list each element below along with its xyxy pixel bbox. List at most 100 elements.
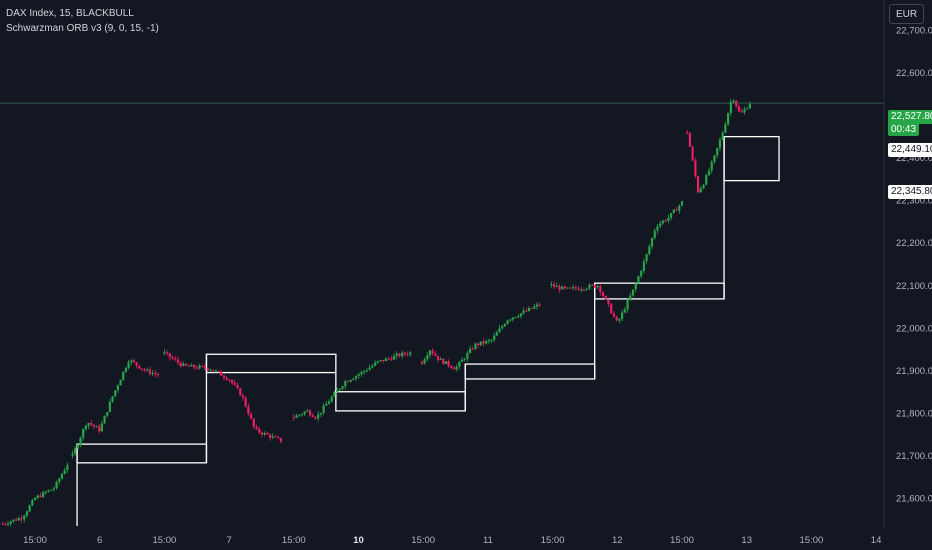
candle-body <box>127 362 130 368</box>
orb-low-tag: 22,345.80 <box>888 185 932 199</box>
candle-body <box>620 312 624 320</box>
candle-body <box>12 519 15 522</box>
candle-body <box>707 170 711 176</box>
candle-body <box>36 495 39 498</box>
candle-body <box>124 367 128 372</box>
candle-body <box>471 348 474 350</box>
candle-body <box>76 444 79 449</box>
candle-body <box>382 359 385 362</box>
candle-body <box>696 176 700 193</box>
candle-body <box>678 205 681 211</box>
candle-body <box>9 521 12 524</box>
candle-body <box>198 365 201 369</box>
candle-body <box>327 401 331 405</box>
candle-body <box>509 319 512 321</box>
candle-body <box>604 296 607 300</box>
candle-body <box>311 415 314 417</box>
candle-body <box>522 310 525 314</box>
candle-body <box>585 288 588 290</box>
chart-legend: DAX Index, 15, BLACKBULL Schwarzman ORB … <box>6 6 159 36</box>
symbol-title[interactable]: DAX Index, 15, BLACKBULL <box>6 8 134 19</box>
candle-body <box>403 352 406 355</box>
candle-body <box>384 358 387 362</box>
candle-body <box>721 132 724 140</box>
candle-body <box>225 377 228 380</box>
candle-body <box>631 289 635 296</box>
candle-body <box>4 523 7 525</box>
x-tick-label: 13 <box>741 535 752 546</box>
indicator-title[interactable]: Schwarzman ORB v3 (9, 0, 15, -1) <box>6 23 159 34</box>
x-tick-label: 7 <box>226 535 231 546</box>
candle-body <box>623 309 626 313</box>
candle-body <box>442 358 445 364</box>
candle-body <box>17 518 20 521</box>
candle-body <box>406 354 409 356</box>
candle-body <box>212 369 215 371</box>
candle-body <box>349 379 352 382</box>
candle-body <box>66 465 69 471</box>
candle-body <box>247 406 250 415</box>
candle-body <box>729 101 732 113</box>
candle-body <box>420 361 424 364</box>
candle-body <box>1 523 4 525</box>
x-tick-label: 12 <box>612 535 623 546</box>
candle-body <box>694 160 697 177</box>
candle-body <box>691 146 694 161</box>
candle-body <box>645 254 648 262</box>
candle-body <box>228 379 231 381</box>
candle-body <box>268 434 272 438</box>
candle-body <box>71 453 74 456</box>
candle-body <box>130 360 133 363</box>
candle-body <box>100 423 103 432</box>
candle-body <box>563 286 567 289</box>
candle-body <box>552 284 556 287</box>
candle-body <box>710 161 713 171</box>
x-tick-label: 15:00 <box>800 535 824 546</box>
candle-body <box>201 365 204 367</box>
candle-body <box>648 246 651 255</box>
candle-body <box>28 505 31 512</box>
candle-body <box>6 523 10 525</box>
candle-body <box>317 414 320 419</box>
candle-body <box>266 432 269 435</box>
candle-body <box>577 288 580 290</box>
bar-countdown: 00:43 <box>888 123 920 136</box>
candle-body <box>84 425 87 430</box>
candle-body <box>143 369 146 371</box>
candle-body <box>702 184 705 189</box>
x-tick-label: 6 <box>97 535 102 546</box>
candle-body <box>468 348 472 353</box>
candle-body <box>209 369 212 371</box>
candle-body <box>672 209 675 213</box>
candle-body <box>182 363 185 367</box>
candle-body <box>244 397 247 407</box>
x-tick-label: 15:00 <box>541 535 565 546</box>
candle-body <box>656 226 659 231</box>
y-tick-label: 21,900.00 <box>896 366 932 377</box>
candle-body <box>514 317 517 319</box>
candle-body <box>455 366 458 370</box>
candle-body <box>87 422 90 426</box>
candle-body <box>588 284 591 289</box>
candle-body <box>558 286 561 290</box>
y-tick-label: 22,300.00 <box>896 196 932 207</box>
candle-body <box>60 474 64 479</box>
y-tick-label: 22,400.00 <box>896 153 932 164</box>
candle-body <box>743 109 746 113</box>
last-price-tag: 22,527.80 <box>888 110 932 124</box>
candle-body <box>615 316 618 321</box>
candle-body <box>298 414 301 416</box>
currency-button[interactable]: EUR <box>889 4 924 24</box>
candle-body <box>44 491 47 493</box>
candle-body <box>571 287 575 289</box>
candle-body <box>447 361 450 366</box>
candle-body <box>460 359 464 362</box>
candle-body <box>409 352 412 355</box>
candle-body <box>292 417 295 419</box>
y-tick-label: 21,800.00 <box>896 409 932 420</box>
candle-body <box>503 324 506 327</box>
orb-high-tag: 22,449.10 <box>888 143 932 157</box>
candle-body <box>325 404 328 406</box>
candle-body <box>670 212 673 218</box>
